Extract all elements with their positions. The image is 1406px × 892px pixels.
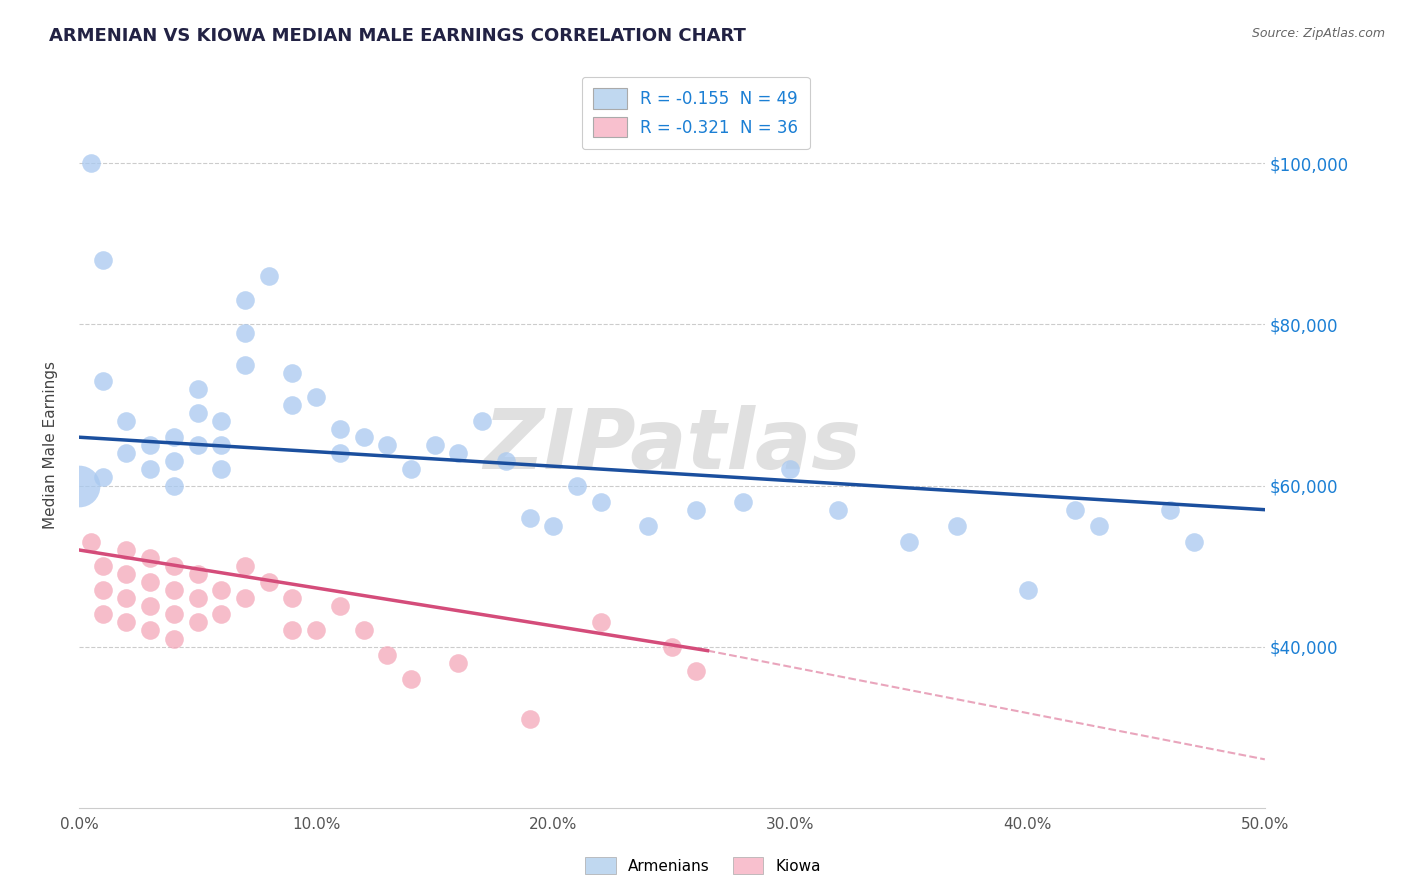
Point [163, 454, 186, 468]
Point [471, 414, 494, 428]
Point [233, 293, 256, 308]
Point [115, 615, 138, 630]
Point [233, 358, 256, 372]
Point [163, 478, 186, 492]
Point [281, 624, 304, 638]
Point [353, 624, 375, 638]
Point [91, 583, 114, 598]
Point [375, 438, 398, 452]
Point [139, 624, 162, 638]
Point [399, 672, 422, 686]
Point [1088, 518, 1111, 533]
Point [257, 269, 280, 284]
Point [67, 478, 90, 492]
Point [661, 640, 683, 654]
Point [329, 446, 352, 460]
Point [519, 510, 541, 524]
Point [589, 615, 612, 630]
Point [1159, 502, 1181, 516]
Point [233, 559, 256, 574]
Point [209, 462, 232, 476]
Point [945, 518, 967, 533]
Point [139, 551, 162, 566]
Point [91, 607, 114, 622]
Point [898, 535, 921, 549]
Point [139, 599, 162, 614]
Point [163, 430, 186, 444]
Point [305, 624, 328, 638]
Point [163, 632, 186, 646]
Point [565, 478, 588, 492]
Point [281, 366, 304, 380]
Point [495, 454, 517, 468]
Point [827, 502, 849, 516]
Point [139, 575, 162, 590]
Point [209, 583, 232, 598]
Point [731, 494, 754, 508]
Point [209, 438, 232, 452]
Point [305, 390, 328, 404]
Point [1017, 583, 1039, 598]
Point [1182, 535, 1205, 549]
Point [115, 414, 138, 428]
Point [186, 406, 208, 420]
Point [233, 591, 256, 606]
Point [186, 382, 208, 396]
Point [637, 518, 659, 533]
Text: ZIPatlas: ZIPatlas [482, 405, 860, 486]
Point [91, 374, 114, 388]
Legend: Armenians, Kiowa: Armenians, Kiowa [579, 851, 827, 880]
Point [685, 502, 707, 516]
Point [447, 656, 470, 670]
Point [80, 535, 103, 549]
Point [186, 567, 208, 582]
Point [399, 462, 422, 476]
Point [447, 446, 470, 460]
Point [329, 599, 352, 614]
Point [353, 430, 375, 444]
Point [281, 398, 304, 412]
Point [80, 156, 103, 170]
Point [209, 414, 232, 428]
Point [685, 664, 707, 678]
Point [329, 422, 352, 436]
Point [1064, 502, 1087, 516]
Point [375, 648, 398, 662]
Point [519, 712, 541, 726]
Point [257, 575, 280, 590]
Point [163, 607, 186, 622]
Point [423, 438, 446, 452]
Point [163, 583, 186, 598]
Point [543, 518, 565, 533]
Point [91, 253, 114, 268]
Point [115, 543, 138, 558]
Point [139, 438, 162, 452]
Point [233, 326, 256, 340]
Point [115, 446, 138, 460]
Point [115, 567, 138, 582]
Y-axis label: Median Male Earnings: Median Male Earnings [44, 361, 58, 529]
Point [209, 607, 232, 622]
Point [779, 462, 801, 476]
Point [281, 591, 304, 606]
Point [163, 559, 186, 574]
Point [186, 591, 208, 606]
Text: Source: ZipAtlas.com: Source: ZipAtlas.com [1251, 27, 1385, 40]
Legend: R = -0.155  N = 49, R = -0.321  N = 36: R = -0.155 N = 49, R = -0.321 N = 36 [582, 77, 810, 149]
Point [91, 470, 114, 484]
Text: ARMENIAN VS KIOWA MEDIAN MALE EARNINGS CORRELATION CHART: ARMENIAN VS KIOWA MEDIAN MALE EARNINGS C… [49, 27, 747, 45]
Point [186, 615, 208, 630]
Point [186, 438, 208, 452]
Point [115, 591, 138, 606]
Point [589, 494, 612, 508]
Point [91, 559, 114, 574]
Point [139, 462, 162, 476]
